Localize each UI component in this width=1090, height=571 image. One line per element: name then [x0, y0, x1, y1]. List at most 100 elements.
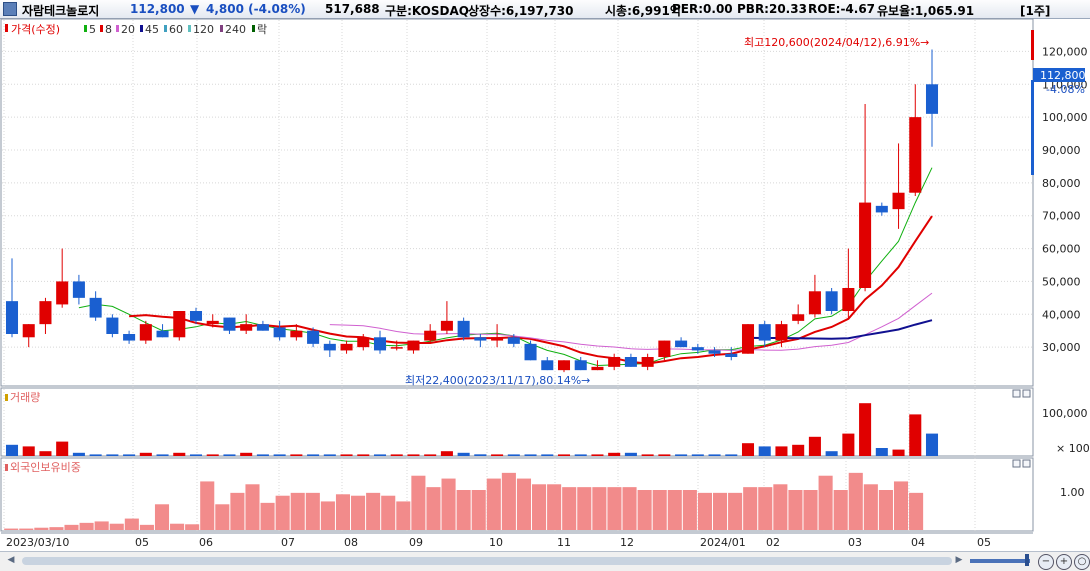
foreign-ratio-bar [878, 490, 893, 530]
x-axis-label: 07 [281, 536, 295, 549]
candle-body [156, 330, 169, 338]
volume-bar [842, 433, 855, 456]
volume-bar [658, 454, 671, 456]
foreign-ratio-bar [773, 484, 788, 530]
candle-body [524, 343, 537, 361]
foreign-close-button[interactable] [1022, 459, 1031, 468]
foreign-ratio-bar [441, 478, 456, 530]
candle-body [725, 353, 738, 357]
stock-name[interactable]: 자람테크놀로지 [22, 4, 100, 18]
candle-body [758, 324, 771, 341]
candle-body [474, 337, 487, 341]
volume-bar [725, 454, 738, 456]
candle-body [357, 337, 370, 348]
candle-body [808, 291, 821, 315]
volume-bar [156, 454, 169, 456]
foreign-min-button[interactable] [1012, 459, 1021, 468]
volume-bar [541, 454, 554, 456]
reserve-ratio: 유보율:1,065.91 [877, 4, 975, 18]
x-axis-label: 06 [199, 536, 213, 549]
foreign-ratio-bar [139, 524, 154, 530]
candle-body [89, 297, 102, 318]
candle-body [842, 288, 855, 311]
volume-bar [357, 454, 370, 456]
candle-body [491, 337, 504, 341]
chart-scrollbar[interactable]: ◀ ▶ − + ○ [0, 551, 1090, 571]
candle-body [507, 337, 520, 344]
scroll-left-icon[interactable]: ◀ [7, 555, 15, 565]
foreign-ratio-bar [456, 490, 471, 530]
pbr-value: PBR:20.33 [737, 2, 807, 16]
foreign-ratio-bar [682, 490, 697, 530]
zoom-thumb[interactable] [1025, 554, 1029, 566]
volume-title: 거래량 [10, 391, 40, 404]
volume-bar [223, 454, 236, 456]
panel-buttons[interactable] [1012, 389, 1031, 468]
foreign-panel [0, 457, 1034, 532]
x-axis-label: 09 [409, 536, 423, 549]
market-type: 구분:KOSDAQ [385, 4, 469, 18]
x-axis-label: 03 [848, 536, 862, 549]
legend-ma-marker [140, 25, 143, 32]
foreign-ratio-bar [833, 490, 848, 530]
volume-bar [139, 452, 152, 456]
foreign-ratio-bar [893, 481, 909, 530]
foreign-ratio-bar [697, 492, 712, 530]
candle-body [290, 330, 303, 338]
foreign-ratio-bars [4, 472, 924, 530]
candle-body [22, 324, 35, 338]
volume-bar [440, 451, 453, 456]
stock-chart[interactable]: 가격(수정) 5 8 20 45 60 120 240 락 최고120,600(2024/04… [0, 0, 1090, 551]
volume-close-button[interactable] [1022, 389, 1031, 398]
candle-body [390, 347, 403, 349]
price-change: 4,800 (-4.08%) [206, 2, 306, 16]
zoom-in-icon[interactable]: + [1056, 554, 1072, 570]
scroll-right-icon[interactable]: ▶ [955, 555, 963, 565]
foreign-ratio-bar [351, 495, 366, 530]
candle-body [256, 324, 269, 331]
price-y-label: 70,000 [1042, 210, 1081, 223]
foreign-ratio-bar [245, 484, 260, 530]
legend-ma-marker [252, 25, 255, 32]
volume-bar [323, 454, 336, 456]
foreign-ratio-bar [94, 521, 109, 530]
foreign-ratio-bar [818, 475, 833, 530]
candle-body [123, 334, 136, 341]
foreign-ratio-bar [743, 487, 758, 530]
trade-volume: 517,688 [325, 2, 380, 16]
volume-bar [22, 446, 35, 456]
volume-bar [340, 454, 353, 456]
volume-bar [474, 454, 487, 456]
legend-ma-marker [116, 25, 119, 32]
volume-bar [106, 454, 119, 456]
volume-bar [240, 452, 253, 456]
candle-body [106, 317, 119, 334]
candle-body [691, 347, 704, 351]
foreign-ratio-bar [788, 490, 803, 530]
volume-bar [173, 452, 186, 456]
volume-axis-100000: 100,000 [1042, 407, 1088, 420]
candle-body [457, 320, 470, 338]
volume-bar [792, 444, 805, 456]
quote-header: 자람테크놀로지 112,800 ▼ 4,800 (-4.08%) 517,688… [0, 0, 1090, 19]
volume-bar [641, 454, 654, 456]
volume-bar [675, 454, 688, 456]
zoom-reset-icon[interactable]: ○ [1074, 554, 1090, 570]
candle-body [741, 324, 755, 354]
foreign-ratio-bar [501, 472, 516, 530]
zoom-out-icon[interactable]: − [1038, 554, 1054, 570]
volume-bar [256, 454, 269, 456]
foreign-ratio-bar [305, 492, 320, 530]
foreign-ratio-bar [516, 478, 532, 530]
zoom-slider[interactable] [970, 559, 1030, 563]
legend-ma-marker [188, 25, 191, 32]
period-button[interactable]: [1주] [1020, 4, 1051, 18]
price-y-label: 100,000 [1042, 111, 1088, 124]
volume-bar [909, 414, 922, 456]
candle-body [591, 366, 604, 371]
scroll-track[interactable] [22, 557, 952, 565]
candle-body [407, 340, 420, 351]
candle-body [440, 320, 453, 331]
volume-min-button[interactable] [1012, 389, 1021, 398]
volume-bar [206, 454, 219, 456]
